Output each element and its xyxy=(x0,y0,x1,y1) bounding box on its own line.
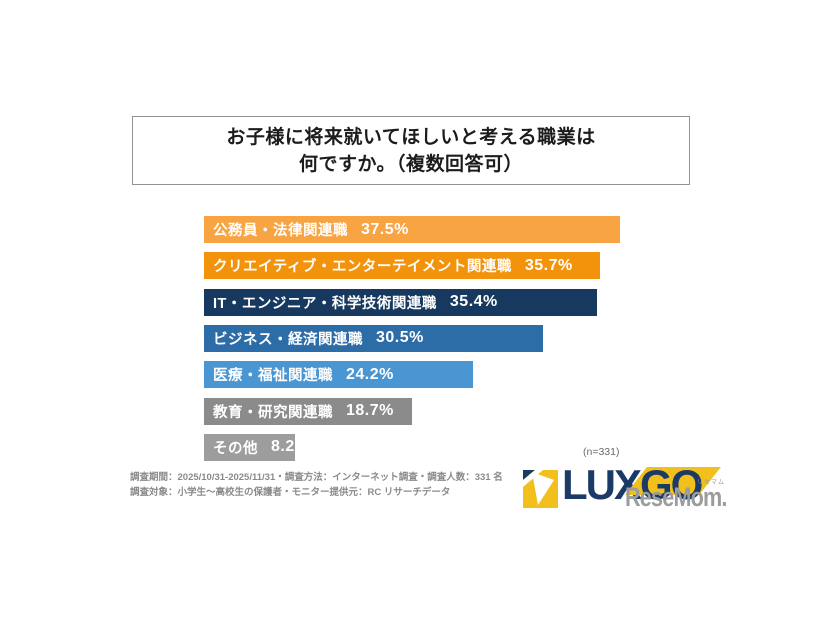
bar-row-5: 教育・研究関連職 18.7% xyxy=(204,397,412,425)
bar-label: 医療・福祉関連職 xyxy=(213,368,333,385)
survey-title-line1: お子様に将来就いてほしいと考える職業は xyxy=(226,126,596,148)
bar-label: クリエイティブ・エンターテイメント関連職 xyxy=(213,259,512,276)
survey-notes: 調査期間：2025/10/31-2025/11/31・調査方法：インターネット調… xyxy=(130,470,503,500)
bar-row-3: ビジネス・経済関連職 30.5% xyxy=(204,324,543,352)
bar-label: 公務員・法律関連職 xyxy=(213,223,348,239)
bar-value: 24.2% xyxy=(346,365,394,383)
bar-value: 37.5% xyxy=(361,220,409,238)
sample-size-label: (n=331) xyxy=(583,446,620,458)
luxgo-logo-icon xyxy=(523,470,558,508)
bar-value: 30.5% xyxy=(376,329,424,347)
luxgo-go-text: GO xyxy=(640,461,703,508)
bar-value: 35.7% xyxy=(524,256,573,274)
luxgo-resemom-logo: LUX GO ReseMom. リセマム xyxy=(523,464,733,524)
resemom-ruby-text: リセマム xyxy=(697,480,726,486)
bar-label: IT・エンジニア・科学技術関連職 xyxy=(213,295,437,312)
bar-chart: 公務員・法律関連職 37.5% クリエイティブ・エンターテイメント関連職 35.7% I… xyxy=(204,216,826,466)
bar-row-1: クリエイティブ・エンターテイメント関連職 35.7% xyxy=(204,252,601,280)
bar-row-6: その他 8.2% xyxy=(204,433,309,461)
survey-note-line1: 調査期間：2025/10/31-2025/11/31・調査方法：インターネット調… xyxy=(130,472,503,483)
survey-title-box: お子様に将来就いてほしいと考える職業は 何ですか。（複数回答可） xyxy=(132,116,690,185)
bar-row-4: 医療・福祉関連職 24.2% xyxy=(204,361,473,389)
bar-row-2: IT・エンジニア・科学技術関連職 35.4% xyxy=(204,288,597,316)
bar-value: 8.2% xyxy=(271,438,310,456)
luxgo-wordmark: LUX GO xyxy=(562,461,721,508)
luxgo-lux-text: LUX xyxy=(562,461,642,508)
bar-label: その他 xyxy=(213,440,258,457)
bar-value: 35.4% xyxy=(449,293,498,311)
bar-row-0: 公務員・法律関連職 37.5% xyxy=(204,216,621,243)
survey-note-line2: 調査対象：小学生～高校生の保護者・モニター提供元：RC リサーチデータ xyxy=(130,487,451,498)
luxgo-go-wrap: GO xyxy=(625,461,721,508)
resemom-wordmark: ReseMom. xyxy=(625,482,727,512)
bar-label: ビジネス・経済関連職 xyxy=(213,331,363,348)
bar-label: 教育・研究関連職 xyxy=(213,404,333,421)
survey-title-line2: 何ですか。（複数回答可） xyxy=(298,153,524,175)
bar-value: 18.7% xyxy=(346,402,394,419)
